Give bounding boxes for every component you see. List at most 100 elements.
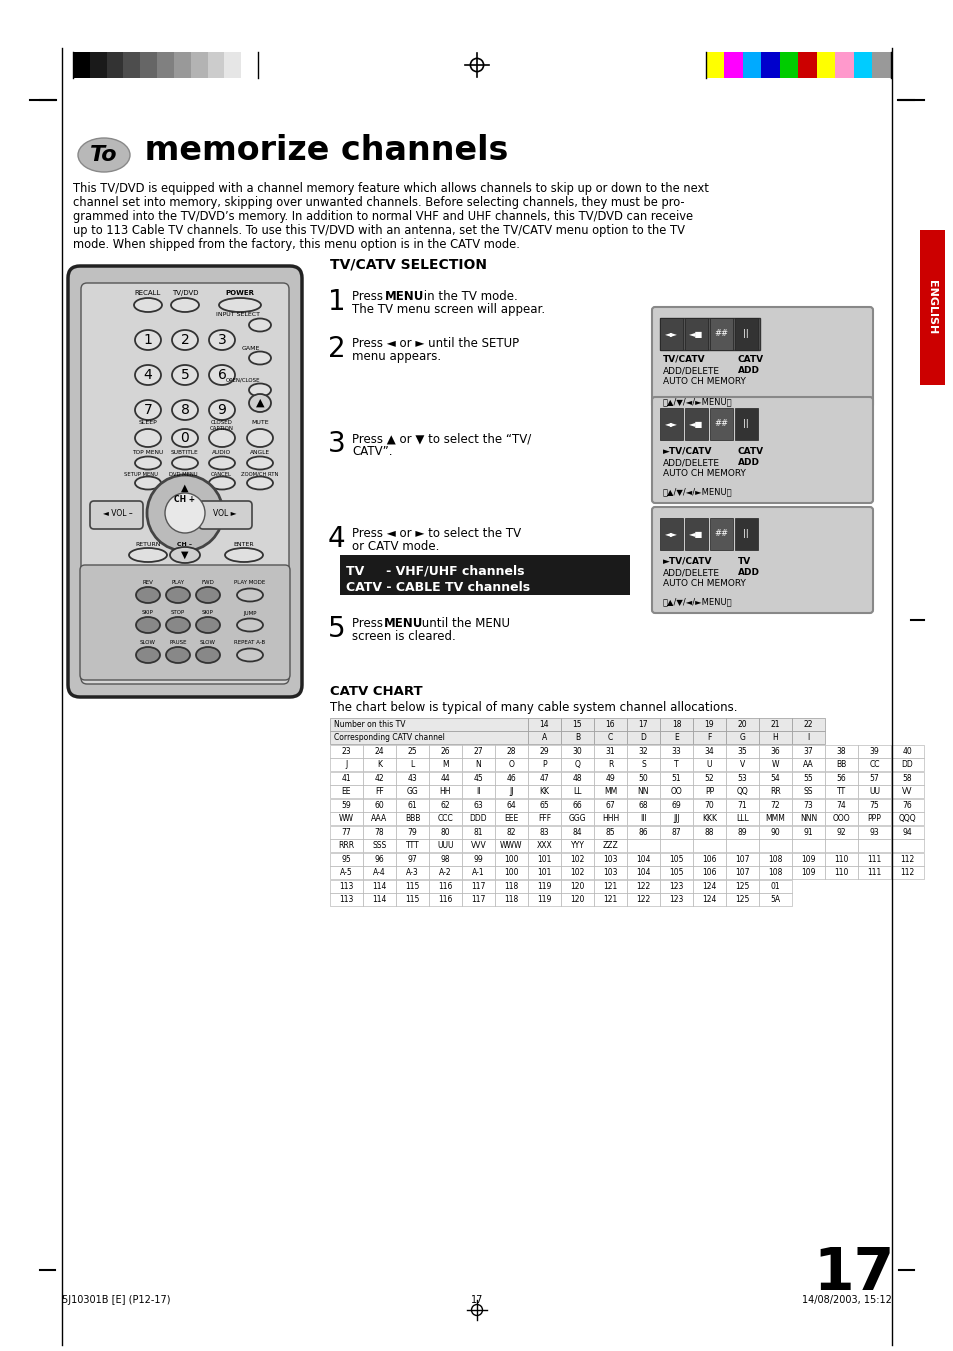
Bar bbox=[759, 717, 791, 731]
Text: 17: 17 bbox=[638, 720, 648, 730]
Text: VVV: VVV bbox=[470, 842, 486, 850]
Text: 47: 47 bbox=[539, 774, 549, 784]
Text: R: R bbox=[607, 761, 613, 769]
Text: CATV - CABLE TV channels: CATV - CABLE TV channels bbox=[346, 581, 530, 594]
Text: memorize channels: memorize channels bbox=[132, 135, 508, 168]
Text: 3: 3 bbox=[217, 332, 226, 347]
Bar bbox=[594, 717, 626, 731]
Text: 17: 17 bbox=[813, 1246, 894, 1302]
Text: TT: TT bbox=[836, 788, 845, 796]
Ellipse shape bbox=[249, 394, 271, 412]
Text: 34: 34 bbox=[704, 747, 714, 757]
Text: ##: ## bbox=[713, 330, 727, 339]
Bar bbox=[759, 771, 791, 785]
Text: G: G bbox=[739, 734, 744, 742]
Bar bbox=[791, 839, 824, 852]
Text: JUMP: JUMP bbox=[243, 611, 256, 616]
Bar bbox=[659, 880, 692, 893]
Text: ADD: ADD bbox=[738, 458, 760, 467]
Text: 123: 123 bbox=[669, 882, 683, 892]
Text: 6: 6 bbox=[217, 367, 226, 382]
Bar bbox=[461, 866, 495, 880]
Bar bbox=[527, 717, 560, 731]
FancyBboxPatch shape bbox=[80, 565, 290, 680]
Ellipse shape bbox=[166, 647, 190, 663]
Bar bbox=[330, 893, 363, 907]
Text: 109: 109 bbox=[801, 855, 815, 865]
Bar bbox=[363, 866, 395, 880]
Text: 46: 46 bbox=[506, 774, 516, 784]
Bar bbox=[725, 812, 759, 825]
Text: 86: 86 bbox=[638, 828, 648, 838]
Text: 103: 103 bbox=[602, 855, 618, 865]
Text: 61: 61 bbox=[407, 801, 416, 811]
Bar bbox=[890, 825, 923, 839]
Bar bbox=[429, 758, 461, 771]
Text: HHH: HHH bbox=[601, 815, 618, 823]
Ellipse shape bbox=[209, 400, 234, 420]
Text: II: II bbox=[476, 788, 480, 796]
Text: 38: 38 bbox=[836, 747, 845, 757]
Text: in the TV mode.: in the TV mode. bbox=[419, 290, 517, 303]
Text: 77: 77 bbox=[341, 828, 351, 838]
Text: ||: || bbox=[742, 420, 748, 428]
Text: 17: 17 bbox=[471, 1296, 482, 1305]
Text: UUU: UUU bbox=[436, 842, 454, 850]
Text: TV: TV bbox=[738, 557, 750, 566]
Text: GG: GG bbox=[406, 788, 418, 796]
Text: until the MENU: until the MENU bbox=[417, 617, 510, 630]
Text: E: E bbox=[674, 734, 679, 742]
Text: 〈▲/▼/◄/►MENU〉: 〈▲/▼/◄/►MENU〉 bbox=[662, 397, 732, 407]
Text: grammed into the TV/DVD’s memory. In addition to normal VHF and UHF channels, th: grammed into the TV/DVD’s memory. In add… bbox=[73, 209, 693, 223]
Bar bbox=[659, 744, 692, 758]
Bar bbox=[395, 812, 429, 825]
Text: FF: FF bbox=[375, 788, 383, 796]
Text: K: K bbox=[376, 761, 381, 769]
Bar bbox=[363, 744, 395, 758]
Bar bbox=[692, 758, 725, 771]
Text: RRR: RRR bbox=[338, 842, 355, 850]
Bar bbox=[824, 758, 857, 771]
Bar bbox=[330, 839, 363, 852]
Bar bbox=[395, 866, 429, 880]
Text: UU: UU bbox=[868, 788, 879, 796]
Text: 37: 37 bbox=[802, 747, 813, 757]
Text: 116: 116 bbox=[437, 882, 453, 892]
Text: 53: 53 bbox=[737, 774, 746, 784]
Bar bbox=[791, 731, 824, 744]
Text: A-1: A-1 bbox=[472, 867, 484, 877]
Text: 24: 24 bbox=[375, 747, 384, 757]
Bar bbox=[725, 893, 759, 907]
Bar bbox=[659, 893, 692, 907]
Bar bbox=[824, 744, 857, 758]
Text: 111: 111 bbox=[866, 855, 881, 865]
Text: 51: 51 bbox=[671, 774, 680, 784]
Text: SUBTITLE: SUBTITLE bbox=[171, 450, 198, 455]
Text: 66: 66 bbox=[572, 801, 581, 811]
Text: 18: 18 bbox=[671, 720, 680, 730]
Bar bbox=[461, 825, 495, 839]
Ellipse shape bbox=[247, 477, 273, 489]
Text: or CATV mode.: or CATV mode. bbox=[352, 540, 439, 553]
Text: 48: 48 bbox=[572, 774, 581, 784]
Text: OPEN/CLOSE: OPEN/CLOSE bbox=[225, 377, 260, 382]
Text: Press ▲ or ▼ to select the “TV/: Press ▲ or ▼ to select the “TV/ bbox=[352, 432, 531, 444]
Bar bbox=[692, 893, 725, 907]
Bar bbox=[461, 880, 495, 893]
Text: 60: 60 bbox=[375, 801, 384, 811]
Bar bbox=[759, 839, 791, 852]
Ellipse shape bbox=[209, 457, 234, 470]
Bar bbox=[692, 744, 725, 758]
Bar bbox=[824, 852, 857, 866]
Text: 110: 110 bbox=[834, 867, 848, 877]
Text: Number on this TV: Number on this TV bbox=[334, 720, 405, 730]
Bar bbox=[395, 744, 429, 758]
Text: EE: EE bbox=[341, 788, 351, 796]
Bar bbox=[725, 852, 759, 866]
Bar bbox=[759, 825, 791, 839]
Text: 81: 81 bbox=[474, 828, 483, 838]
Bar bbox=[330, 866, 363, 880]
Ellipse shape bbox=[219, 299, 261, 312]
Text: 0: 0 bbox=[180, 431, 190, 444]
Text: AUDIO: AUDIO bbox=[213, 450, 232, 455]
